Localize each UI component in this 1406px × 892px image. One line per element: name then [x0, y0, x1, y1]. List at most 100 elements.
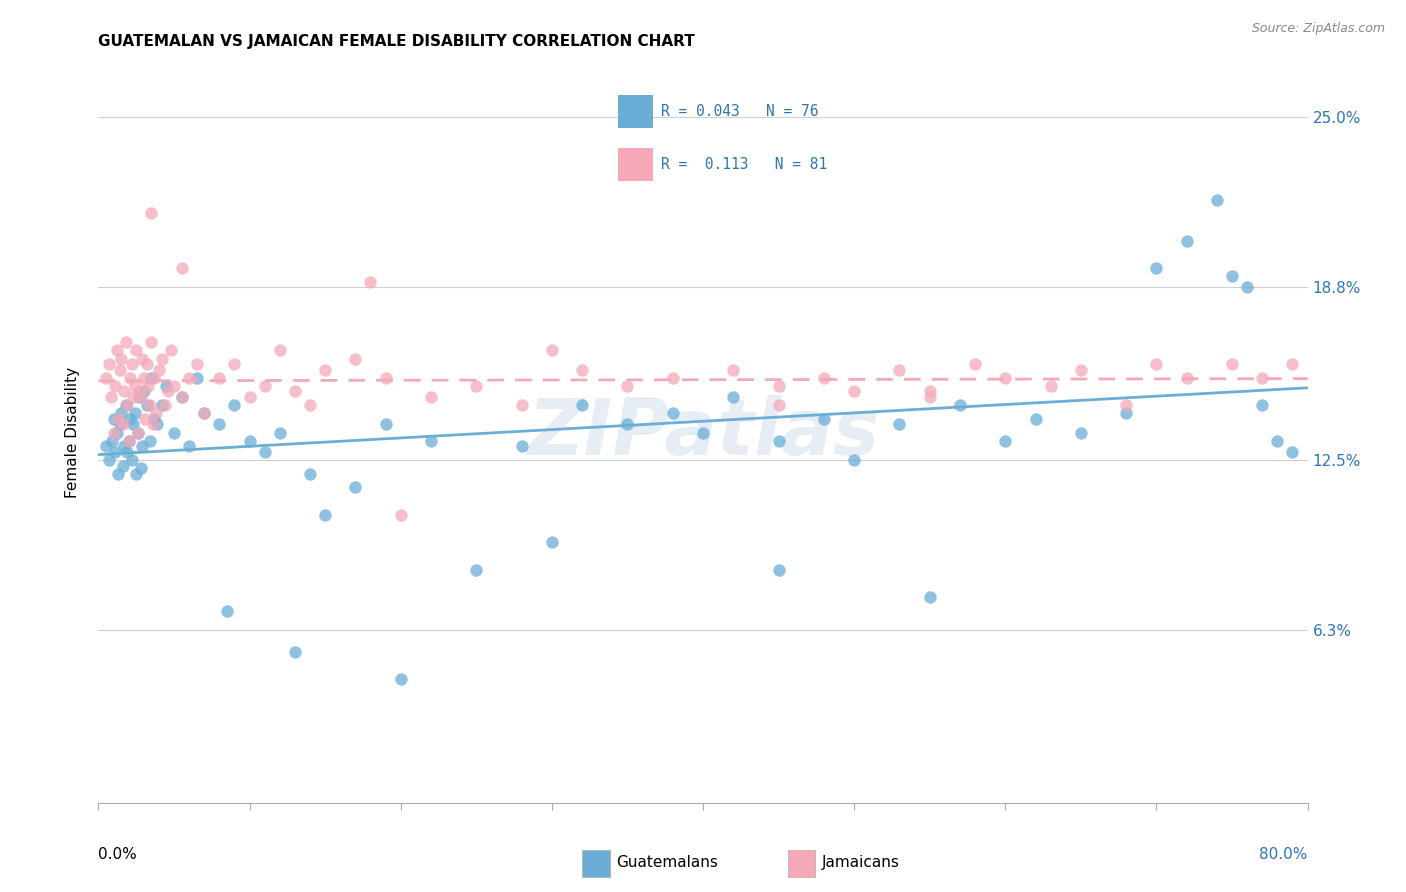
Point	[103, 412, 125, 426]
Point	[150, 398, 173, 412]
Point	[374, 417, 396, 432]
Point	[616, 379, 638, 393]
Point	[314, 362, 336, 376]
Point	[136, 379, 159, 393]
Point	[215, 604, 238, 618]
Point	[111, 458, 134, 473]
Point	[122, 417, 145, 432]
Point	[141, 371, 163, 385]
Point	[344, 351, 367, 366]
Point	[108, 362, 131, 376]
Point	[148, 362, 170, 376]
Point	[1267, 434, 1289, 448]
Point	[1115, 406, 1137, 420]
Point	[114, 398, 136, 412]
Point	[889, 362, 911, 376]
Point	[118, 434, 141, 448]
Point	[616, 417, 638, 432]
Point	[1146, 261, 1168, 276]
Point	[107, 467, 129, 481]
Point	[104, 445, 127, 459]
Point	[253, 445, 276, 459]
Point	[112, 439, 135, 453]
Point	[1115, 398, 1137, 412]
Point	[965, 357, 987, 371]
Point	[110, 351, 132, 366]
Text: ZIPatlas: ZIPatlas	[527, 394, 879, 471]
Point	[299, 467, 322, 481]
Point	[1175, 234, 1198, 248]
Point	[105, 343, 128, 358]
Point	[141, 206, 163, 220]
Point	[1175, 371, 1198, 385]
Point	[994, 371, 1017, 385]
Point	[100, 390, 122, 404]
Point	[420, 434, 443, 448]
Point	[571, 362, 593, 376]
Point	[918, 590, 941, 604]
Point	[284, 384, 307, 399]
Point	[768, 379, 790, 393]
Point	[1251, 398, 1274, 412]
Point	[918, 390, 941, 404]
Point	[125, 343, 148, 358]
Point	[389, 673, 412, 687]
Point	[115, 398, 138, 412]
Point	[692, 425, 714, 440]
Point	[1146, 357, 1168, 371]
Point	[132, 371, 155, 385]
Point	[949, 398, 972, 412]
Point	[571, 398, 593, 412]
Point	[374, 371, 396, 385]
Point	[269, 425, 291, 440]
Point	[314, 508, 336, 522]
Point	[510, 439, 533, 453]
Point	[105, 425, 128, 440]
Point	[813, 412, 835, 426]
Point	[170, 261, 193, 276]
Point	[120, 371, 142, 385]
Point	[723, 362, 745, 376]
Point	[156, 384, 179, 399]
Point	[284, 645, 307, 659]
Point	[122, 390, 145, 404]
Y-axis label: Female Disability: Female Disability	[65, 367, 80, 499]
Point	[131, 439, 153, 453]
Point	[141, 335, 163, 350]
Point	[132, 384, 155, 399]
Point	[994, 434, 1017, 448]
Point	[253, 379, 276, 393]
Point	[139, 434, 162, 448]
Point	[1281, 357, 1303, 371]
Point	[224, 357, 246, 371]
Point	[540, 343, 562, 358]
Point	[844, 453, 866, 467]
Point	[125, 467, 148, 481]
Point	[104, 379, 127, 393]
Bar	[787, 850, 815, 877]
Point	[918, 384, 941, 399]
Point	[179, 439, 201, 453]
Point	[186, 357, 208, 371]
Point	[135, 398, 157, 412]
Point	[110, 406, 132, 420]
Point	[723, 390, 745, 404]
Point	[768, 398, 790, 412]
Point	[1039, 379, 1062, 393]
Point	[768, 563, 790, 577]
Point	[112, 384, 135, 399]
Point	[269, 343, 291, 358]
Point	[114, 335, 136, 350]
Text: Jamaicans: Jamaicans	[821, 855, 900, 870]
Point	[389, 508, 412, 522]
Point	[94, 439, 117, 453]
Point	[1236, 280, 1258, 294]
Text: 0.0%: 0.0%	[98, 847, 138, 863]
Point	[193, 406, 215, 420]
Point	[224, 398, 246, 412]
Point	[1070, 425, 1092, 440]
Point	[768, 434, 790, 448]
Point	[540, 535, 562, 549]
Point	[153, 398, 176, 412]
Point	[103, 425, 125, 440]
